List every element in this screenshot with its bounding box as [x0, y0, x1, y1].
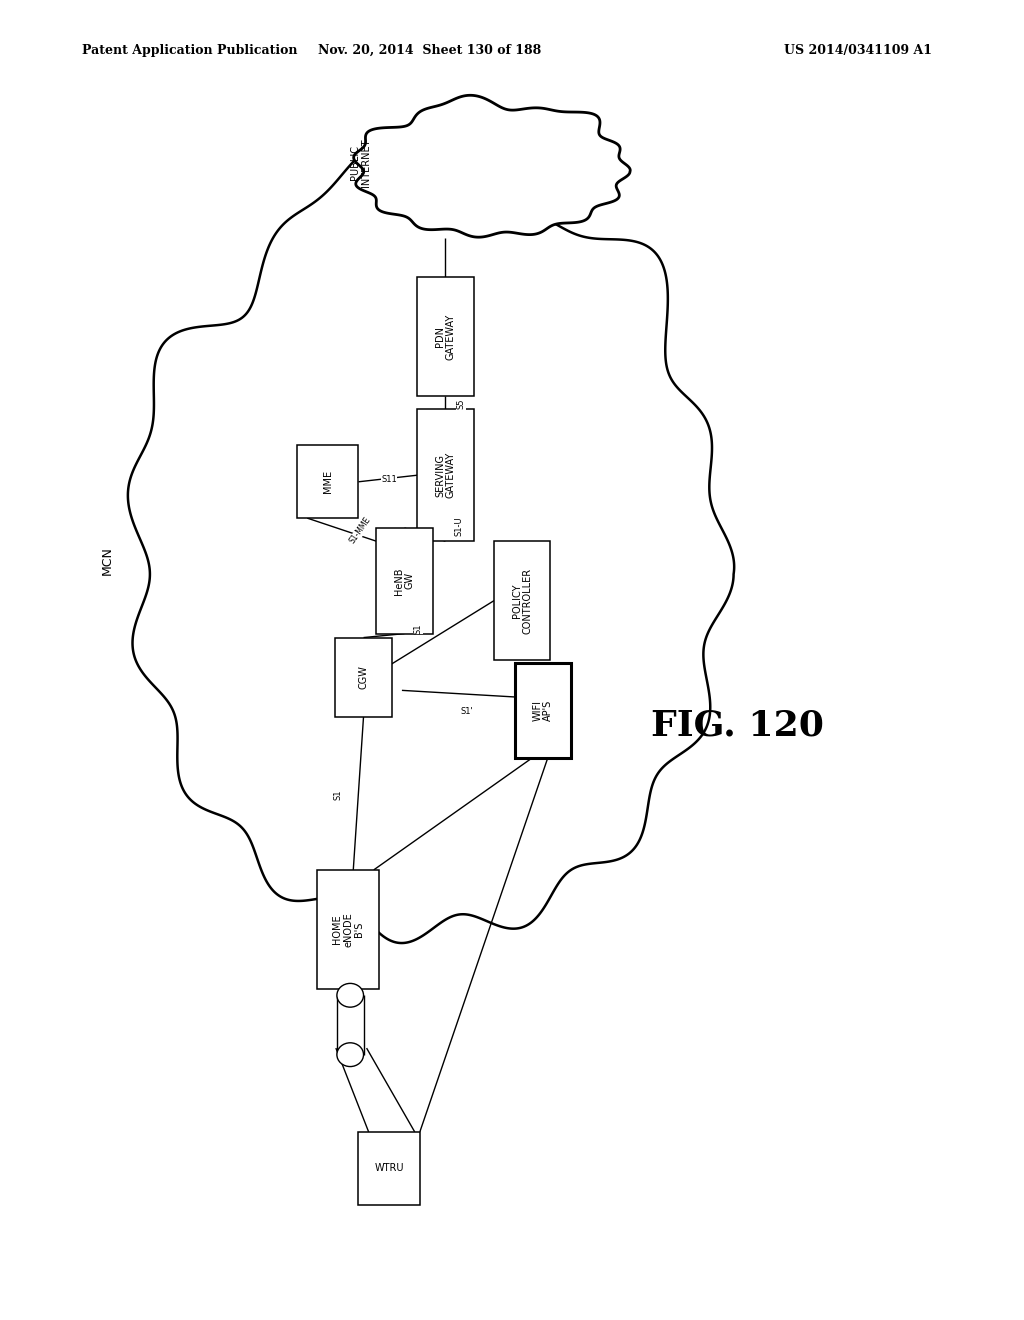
- Text: Patent Application Publication: Patent Application Publication: [82, 44, 297, 57]
- Text: HeNB
GW: HeNB GW: [394, 568, 415, 594]
- Bar: [418, 277, 473, 396]
- Bar: [418, 409, 473, 541]
- Text: MME: MME: [323, 470, 333, 494]
- Text: WIFI
AP'S: WIFI AP'S: [532, 700, 553, 721]
- Ellipse shape: [337, 1043, 364, 1067]
- Bar: [317, 870, 379, 989]
- Text: WTRU: WTRU: [375, 1163, 403, 1173]
- Text: HOME
eNODE
B'S: HOME eNODE B'S: [333, 912, 364, 946]
- Text: S11: S11: [381, 475, 397, 483]
- Text: PUBLIC
INTERNET: PUBLIC INTERNET: [349, 139, 372, 186]
- Ellipse shape: [337, 983, 364, 1007]
- Text: SERVING
GATEWAY: SERVING GATEWAY: [435, 451, 456, 499]
- Bar: [515, 663, 571, 758]
- Text: POLICY
CONTROLLER: POLICY CONTROLLER: [512, 568, 532, 634]
- Text: S1': S1': [461, 708, 473, 715]
- Text: S1-U: S1-U: [455, 517, 463, 536]
- Text: S1: S1: [334, 789, 342, 800]
- Bar: [494, 541, 551, 660]
- Text: Nov. 20, 2014  Sheet 130 of 188: Nov. 20, 2014 Sheet 130 of 188: [318, 44, 542, 57]
- Polygon shape: [353, 95, 630, 238]
- Bar: [358, 1131, 420, 1204]
- Text: MCN: MCN: [101, 546, 114, 576]
- Text: S1-MME: S1-MME: [348, 516, 373, 545]
- Bar: [377, 528, 432, 634]
- Text: CGW: CGW: [358, 665, 369, 689]
- Bar: [335, 638, 391, 717]
- Text: US 2014/0341109 A1: US 2014/0341109 A1: [783, 44, 932, 57]
- Bar: [297, 445, 358, 517]
- Text: S5: S5: [457, 399, 465, 409]
- Polygon shape: [128, 145, 734, 942]
- Text: PDN
GATEWAY: PDN GATEWAY: [435, 313, 456, 360]
- Text: FIG. 120: FIG. 120: [651, 709, 823, 743]
- Text: S1: S1: [414, 623, 422, 634]
